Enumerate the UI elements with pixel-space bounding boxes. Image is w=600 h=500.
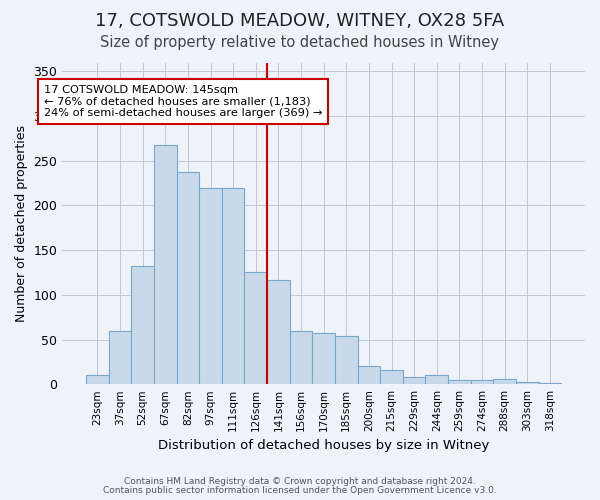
- Text: Size of property relative to detached houses in Witney: Size of property relative to detached ho…: [101, 35, 499, 50]
- Bar: [358, 366, 380, 384]
- Text: Contains public sector information licensed under the Open Government Licence v3: Contains public sector information licen…: [103, 486, 497, 495]
- Text: 17, COTSWOLD MEADOW, WITNEY, OX28 5FA: 17, COTSWOLD MEADOW, WITNEY, OX28 5FA: [95, 12, 505, 30]
- Bar: [425, 375, 448, 384]
- Bar: [176, 172, 199, 384]
- Bar: [313, 333, 335, 384]
- Bar: [109, 330, 131, 384]
- Bar: [516, 382, 539, 384]
- Bar: [154, 144, 176, 384]
- Bar: [380, 370, 403, 384]
- Y-axis label: Number of detached properties: Number of detached properties: [15, 125, 28, 322]
- Bar: [403, 377, 425, 384]
- Bar: [131, 266, 154, 384]
- Bar: [290, 330, 313, 384]
- Text: Contains HM Land Registry data © Crown copyright and database right 2024.: Contains HM Land Registry data © Crown c…: [124, 477, 476, 486]
- Bar: [448, 380, 471, 384]
- X-axis label: Distribution of detached houses by size in Witney: Distribution of detached houses by size …: [158, 440, 490, 452]
- Bar: [222, 188, 244, 384]
- Text: 17 COTSWOLD MEADOW: 145sqm
← 76% of detached houses are smaller (1,183)
24% of s: 17 COTSWOLD MEADOW: 145sqm ← 76% of deta…: [44, 85, 323, 118]
- Bar: [86, 375, 109, 384]
- Bar: [199, 188, 222, 384]
- Bar: [493, 379, 516, 384]
- Bar: [244, 272, 267, 384]
- Bar: [335, 336, 358, 384]
- Bar: [471, 380, 493, 384]
- Bar: [267, 280, 290, 384]
